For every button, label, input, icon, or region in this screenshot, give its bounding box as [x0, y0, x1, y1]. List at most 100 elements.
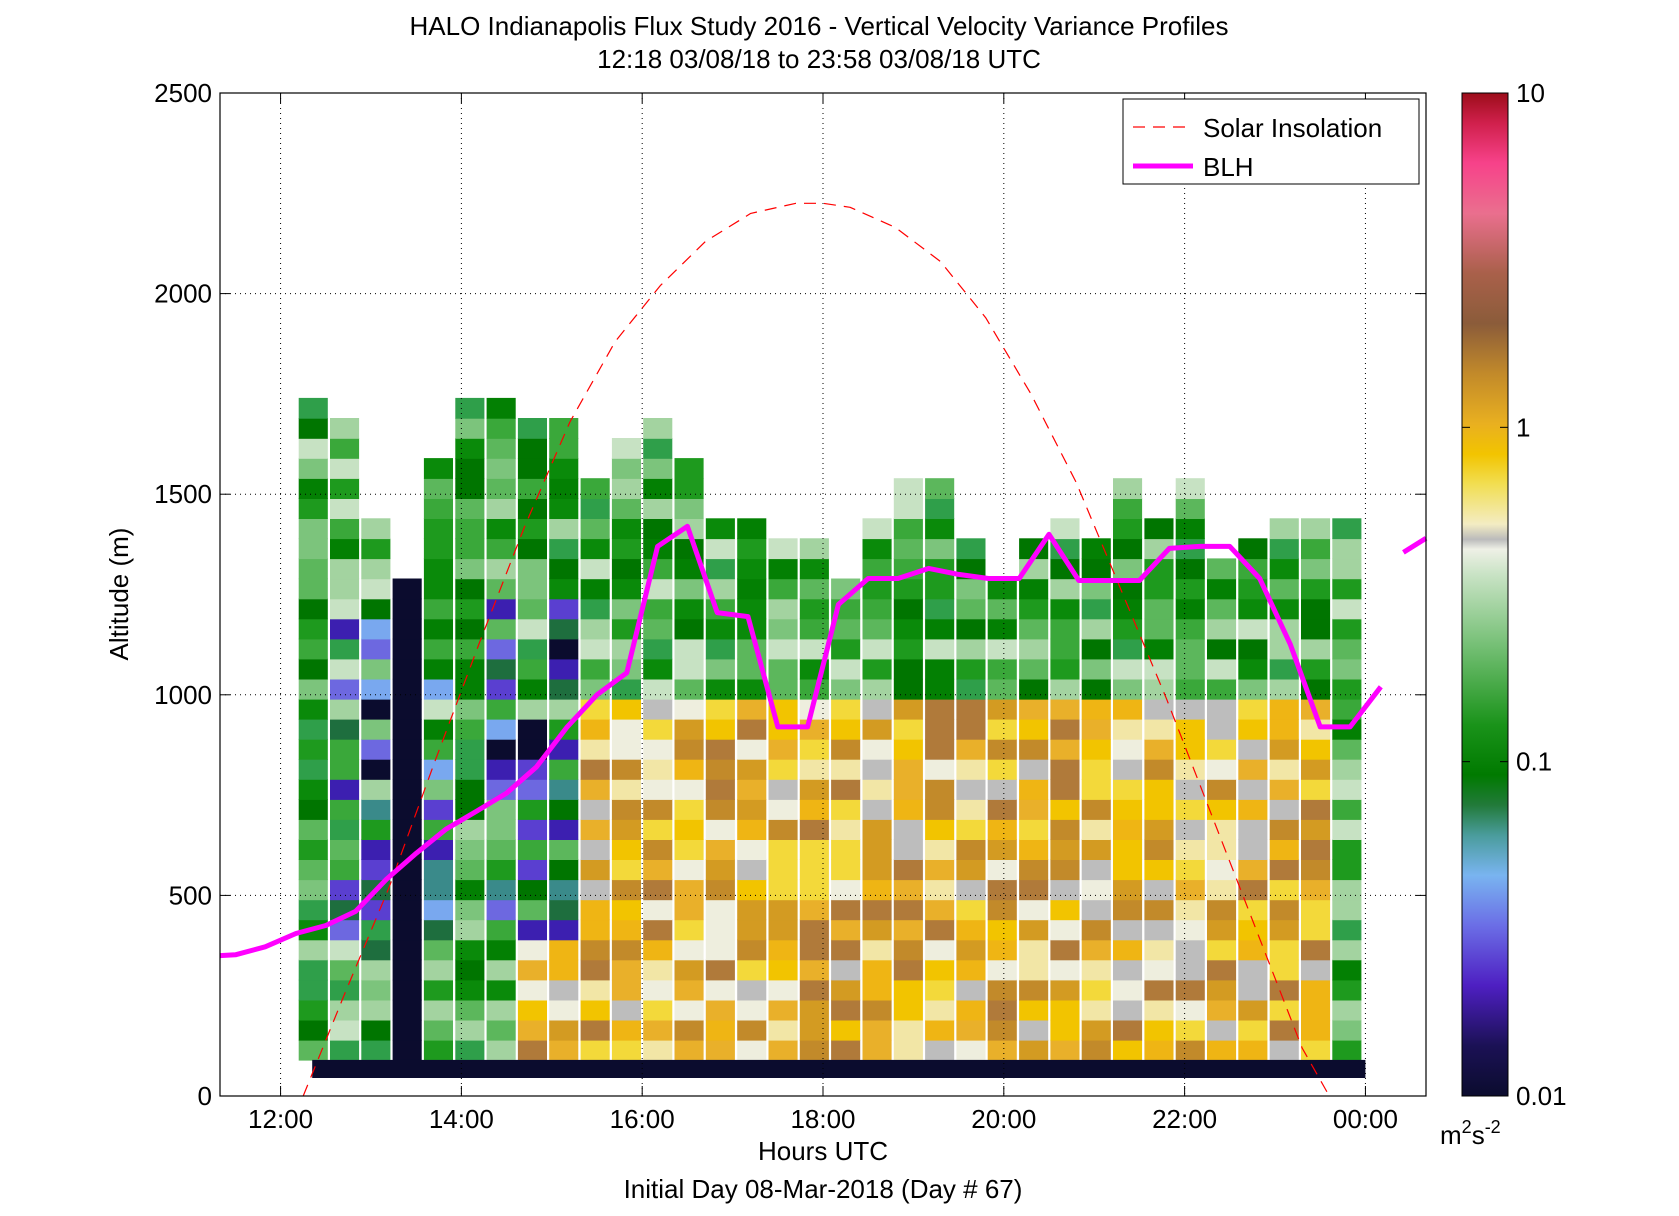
heatmap-cell — [987, 819, 1017, 840]
heatmap-cell — [799, 839, 829, 860]
heatmap-cell — [517, 979, 547, 1001]
heatmap-cell — [1019, 698, 1049, 720]
heatmap-cell — [455, 819, 485, 840]
heatmap-cell — [987, 959, 1017, 981]
heatmap-cell — [392, 718, 422, 740]
heatmap-cell — [1144, 638, 1174, 660]
heatmap-cell — [737, 578, 767, 600]
heatmap-cell — [956, 598, 986, 620]
heatmap-cell — [1332, 939, 1362, 961]
heatmap-cell — [517, 478, 547, 499]
heatmap-cell — [517, 819, 547, 840]
heatmap-cell — [1113, 839, 1143, 860]
heatmap-cell — [392, 899, 422, 921]
heatmap-cell — [925, 899, 955, 921]
heatmap-cell — [737, 919, 767, 941]
blh-line — [219, 523, 1383, 959]
heatmap-cell — [1081, 779, 1111, 800]
heatmap-cell — [768, 638, 798, 660]
heatmap-cell — [517, 578, 547, 600]
heatmap-cell — [298, 799, 328, 820]
heatmap-cell — [517, 799, 547, 820]
heatmap-cell — [1113, 879, 1143, 901]
heatmap-cell — [298, 397, 328, 419]
heatmap-cell — [705, 538, 735, 560]
heatmap-cell — [956, 979, 986, 1001]
heatmap-cell — [486, 939, 516, 961]
heatmap-cell — [1207, 578, 1237, 600]
heatmap-cell — [1175, 1019, 1205, 1041]
heatmap-cell — [1332, 578, 1362, 600]
heatmap-cell — [799, 1039, 829, 1061]
heatmap-cell — [674, 839, 704, 860]
heatmap-cell — [831, 718, 861, 740]
heatmap-cell — [298, 498, 328, 519]
heatmap-cell — [737, 678, 767, 700]
heatmap-cell — [549, 518, 579, 540]
heatmap-cell — [1332, 558, 1362, 580]
heatmap-cell — [298, 618, 328, 640]
heatmap-cell — [298, 578, 328, 600]
heatmap-cell — [737, 538, 767, 560]
heatmap-cell — [925, 538, 955, 560]
heatmap-cell — [455, 959, 485, 981]
heatmap-cell — [423, 879, 453, 901]
heatmap-cell — [1175, 779, 1205, 800]
heatmap-cell — [330, 939, 360, 961]
heatmap-cell — [1332, 799, 1362, 820]
heatmap-cell — [423, 538, 453, 560]
heatmap-cell — [925, 939, 955, 961]
heatmap-cell — [1332, 518, 1362, 540]
heatmap-cell — [643, 518, 673, 540]
heatmap-cell — [486, 799, 516, 820]
heatmap-cell — [1207, 598, 1237, 620]
heatmap-cell — [956, 779, 986, 800]
heatmap-cell — [1238, 718, 1268, 740]
heatmap-cell — [862, 698, 892, 720]
heatmap-cell — [549, 498, 579, 519]
heatmap-cell — [1019, 959, 1049, 981]
heatmap-cell — [611, 959, 641, 981]
heatmap-cell — [1332, 959, 1362, 981]
heatmap-cell — [1207, 759, 1237, 780]
heatmap-cell — [1081, 999, 1111, 1021]
heatmap-cell — [893, 899, 923, 921]
heatmap-cell — [361, 959, 391, 981]
heatmap-cell — [517, 438, 547, 459]
heatmap-cell — [1113, 478, 1143, 499]
heatmap-cell — [799, 738, 829, 760]
heatmap-cell — [1207, 799, 1237, 820]
heatmap-cell — [893, 618, 923, 640]
heatmap-cell — [956, 759, 986, 780]
heatmap-cell — [705, 558, 735, 580]
heatmap-cell — [361, 678, 391, 700]
heatmap-cell — [831, 678, 861, 700]
heatmap-cell — [1207, 658, 1237, 680]
heatmap-cell — [987, 879, 1017, 901]
heatmap-cell — [768, 939, 798, 961]
heatmap-cell — [455, 759, 485, 780]
heatmap-cell — [549, 819, 579, 840]
heatmap-cell — [1207, 859, 1237, 881]
heatmap-cell — [330, 478, 360, 499]
heatmap-cell — [643, 759, 673, 780]
heatmap-cell — [392, 979, 422, 1001]
heatmap-cell — [862, 618, 892, 640]
heatmap-cell — [643, 1019, 673, 1041]
heatmap-cell — [423, 638, 453, 660]
heatmap-cell — [799, 939, 829, 961]
heatmap-cell — [674, 799, 704, 820]
heatmap-cell — [643, 458, 673, 479]
heatmap-cell — [455, 558, 485, 580]
heatmap-cell — [361, 558, 391, 580]
heatmap-cell — [1238, 1039, 1268, 1061]
heatmap-cell — [392, 819, 422, 840]
heatmap-cell — [455, 638, 485, 660]
heatmap-cell — [1301, 538, 1331, 560]
heatmap-cell — [455, 438, 485, 459]
heatmap-cell — [674, 1019, 704, 1041]
heatmap-cell — [643, 1039, 673, 1061]
heatmap-cell — [799, 538, 829, 560]
heatmap-cell — [1175, 939, 1205, 961]
heatmap-cell — [455, 478, 485, 499]
